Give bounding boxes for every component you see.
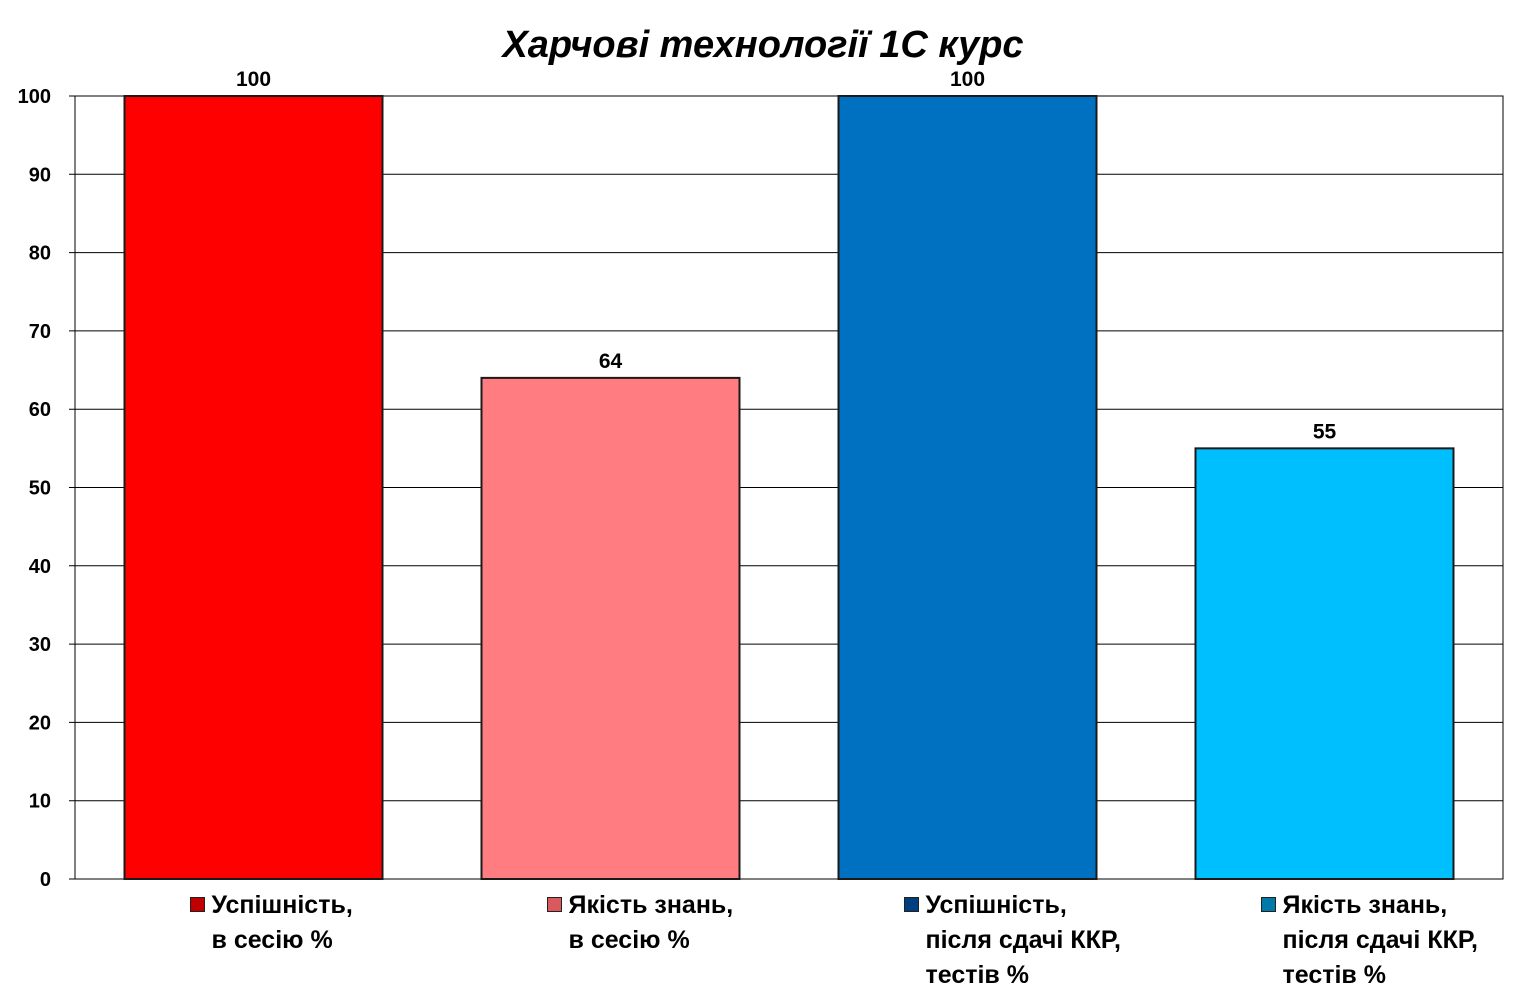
y-tick-label: 50: [29, 478, 51, 500]
y-tick-label: 70: [29, 321, 51, 343]
legend-label: Успішність, в сесію %: [211, 891, 353, 954]
legend-swatch: [546, 897, 562, 912]
data-label: 64: [599, 350, 623, 373]
data-label: 100: [950, 68, 985, 91]
chart-title: Харчові технології 1С курс: [500, 24, 1023, 66]
legend-item: Успішність, в сесію %: [189, 888, 353, 958]
legend-label: Якість знань, в сесію %: [568, 891, 734, 954]
bar: [1194, 447, 1455, 880]
y-tick-label: 100: [18, 86, 51, 108]
legend-item: Якість знань, після сдачі ККР, тестів %: [1260, 888, 1479, 993]
legend-item: Якість знань, в сесію %: [546, 888, 734, 958]
legend-label: Якість знань, після сдачі ККР, тестів %: [1282, 891, 1479, 989]
data-label: 100: [236, 68, 271, 91]
data-labels: 100 64 100 55: [236, 68, 1337, 443]
bars: [123, 95, 1455, 880]
bar: [837, 95, 1098, 880]
legend-swatch: [903, 897, 919, 912]
y-tick-label: 10: [29, 791, 51, 813]
y-tick-label: 20: [29, 712, 51, 734]
y-axis-ticks: 0 10 20 30 40 50 60 70 80 90 100: [18, 86, 51, 891]
bar: [123, 95, 384, 880]
y-tick-label: 90: [29, 164, 51, 186]
y-tick-label: 40: [29, 556, 51, 578]
data-label: 55: [1313, 420, 1337, 443]
y-tick-label: 60: [29, 399, 51, 421]
legend-label: Успішність, після сдачі ККР, тестів %: [925, 891, 1122, 989]
y-tick-label: 80: [29, 243, 51, 265]
legend-swatch: [189, 897, 205, 912]
legend-swatch: [1260, 897, 1276, 912]
bar: [480, 376, 741, 880]
y-tick-label: 0: [40, 869, 51, 891]
y-tick-label: 30: [29, 634, 51, 656]
legend-item: Успішність, після сдачі ККР, тестів %: [903, 888, 1122, 993]
